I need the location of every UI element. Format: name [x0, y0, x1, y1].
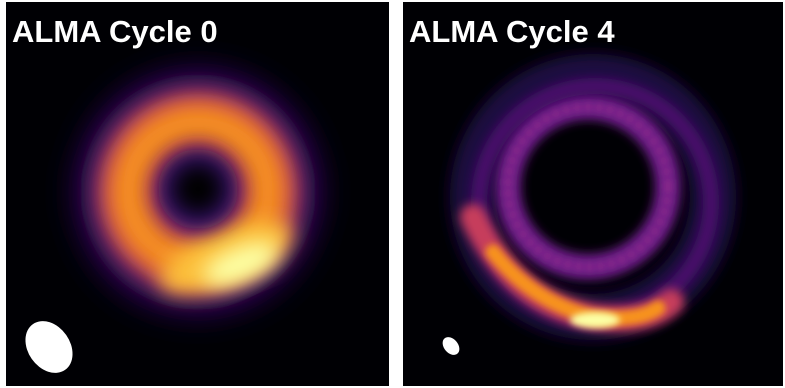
- alma-cycle-0-panel: ALMA Cycle 0: [6, 2, 389, 386]
- alma-cycle-4-panel: ALMA Cycle 4: [403, 2, 783, 386]
- panel-title: ALMA Cycle 0: [12, 14, 218, 49]
- panel-title: ALMA Cycle 4: [409, 14, 615, 49]
- inner-ring: [495, 94, 681, 280]
- beam-ellipse: [25, 321, 73, 373]
- bright-crescent: [460, 204, 684, 332]
- disk-cavity: [158, 149, 238, 229]
- alma-cycle-0-image: [6, 2, 389, 386]
- beam-ellipse: [442, 337, 460, 355]
- alma-cycle-4-image: [403, 2, 783, 386]
